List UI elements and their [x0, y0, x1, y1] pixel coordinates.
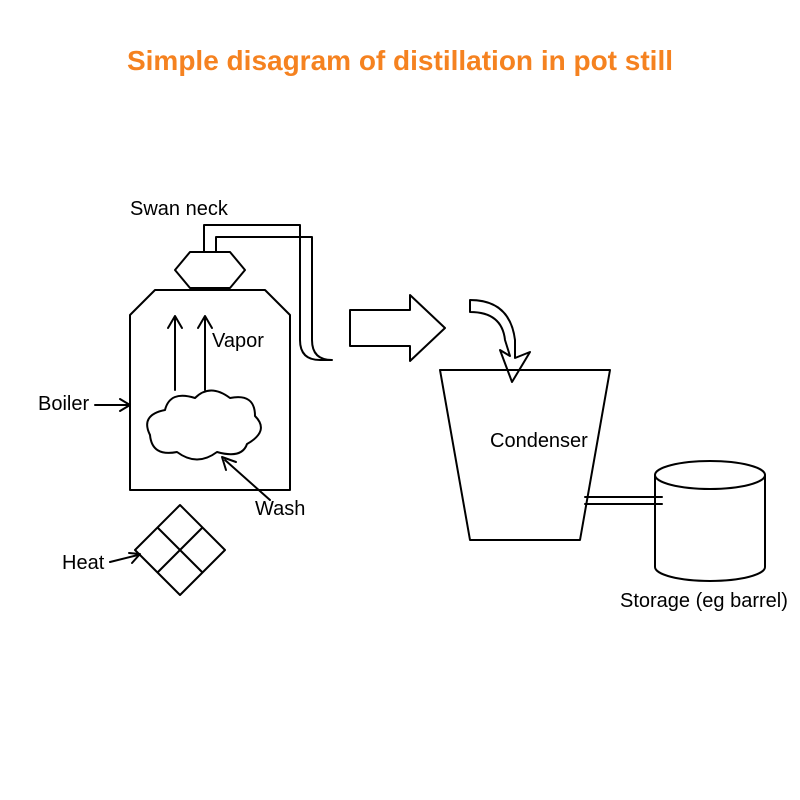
vapor-arrows: [168, 316, 212, 390]
label-swan-neck: Swan neck: [130, 198, 228, 221]
label-storage: Storage (eg barrel): [620, 590, 788, 613]
storage-barrel: [655, 461, 765, 581]
wash-cloud: [147, 391, 261, 460]
distillation-diagram: [0, 0, 800, 800]
label-wash: Wash: [255, 498, 305, 521]
flow-arrow-right: [350, 295, 445, 361]
label-boiler: Boiler: [38, 393, 89, 416]
boiler-cap-hex: [175, 252, 245, 288]
heat-source: [135, 505, 225, 595]
label-heat: Heat: [62, 552, 104, 575]
condenser-body: [440, 370, 610, 540]
label-condenser: Condenser: [490, 430, 588, 453]
label-pointers: [95, 399, 270, 563]
label-vapor: Vapor: [212, 330, 264, 353]
